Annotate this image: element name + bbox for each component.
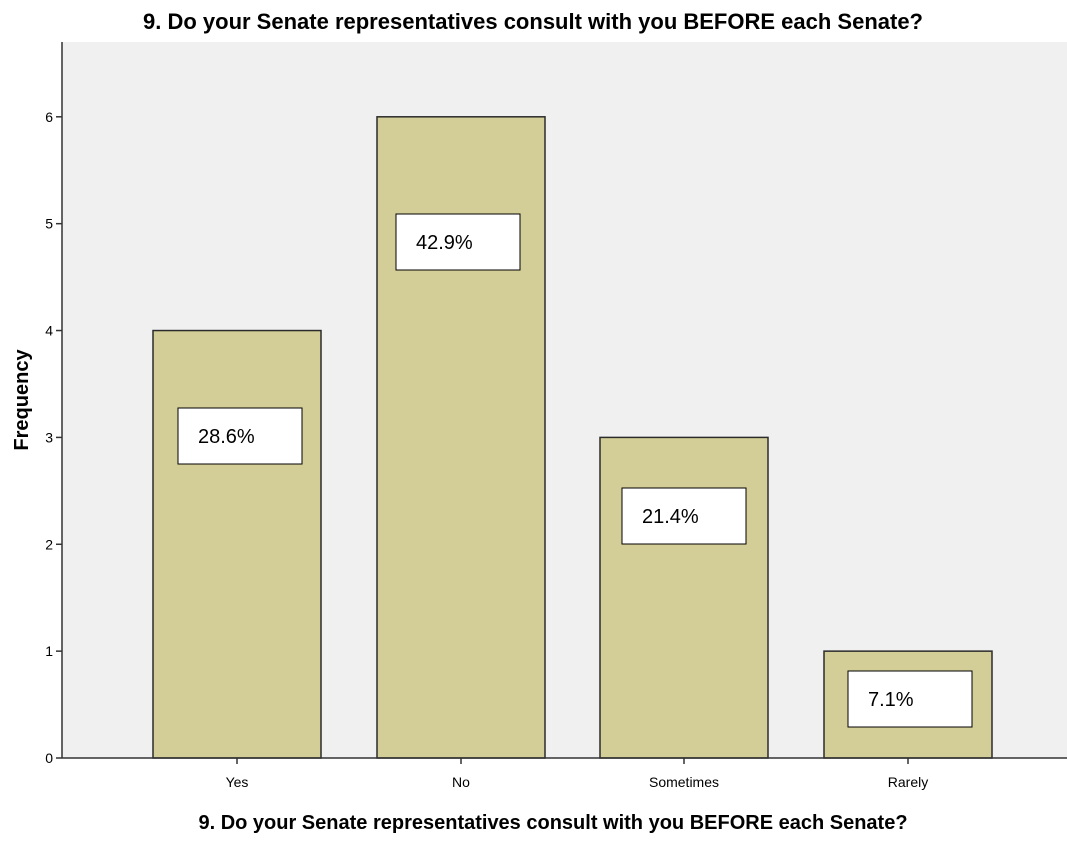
bar-yes xyxy=(152,329,322,759)
chart-title: 9. Do your Senate representatives consul… xyxy=(143,9,923,34)
data-label-text: 42.9% xyxy=(416,232,473,254)
data-labels-layer: 28.6% 42.9% 21.4% 7.1% xyxy=(177,213,973,728)
data-label-box xyxy=(395,213,521,271)
y-tick-label: 0 xyxy=(45,750,53,766)
y-tick-label: 1 xyxy=(45,643,53,659)
data-label-rarely: 7.1% xyxy=(847,670,973,728)
bar-no xyxy=(376,116,546,759)
data-label-sometimes: 21.4% xyxy=(621,487,747,545)
data-label-no: 42.9% xyxy=(395,213,521,271)
y-tick-label: 2 xyxy=(45,536,53,552)
x-axis-title: 9. Do your Senate representatives consul… xyxy=(198,812,907,834)
x-tick-label: Sometimes xyxy=(649,774,719,790)
y-tick-label: 5 xyxy=(45,216,53,232)
x-tick-label: Yes xyxy=(226,774,249,790)
y-tick-label: 4 xyxy=(45,323,53,339)
y-tick-label: 6 xyxy=(45,109,53,125)
data-label-text: 28.6% xyxy=(198,426,255,448)
x-tick-label: No xyxy=(452,774,470,790)
x-tick-label: Rarely xyxy=(888,774,928,790)
data-label-box xyxy=(621,487,747,545)
data-label-yes: 28.6% xyxy=(177,407,303,465)
x-ticks-layer: Yes No Sometimes Rarely xyxy=(226,758,928,790)
bar-sometimes xyxy=(599,436,769,759)
data-label-box xyxy=(847,670,973,728)
y-axis-title: Frequency xyxy=(11,349,33,451)
y-ticks-layer: 0 1 2 3 4 5 6 xyxy=(45,109,62,766)
y-tick-label: 3 xyxy=(45,429,53,445)
data-label-text: 21.4% xyxy=(642,506,699,528)
data-label-text: 7.1% xyxy=(868,689,914,711)
data-label-box xyxy=(177,407,303,465)
